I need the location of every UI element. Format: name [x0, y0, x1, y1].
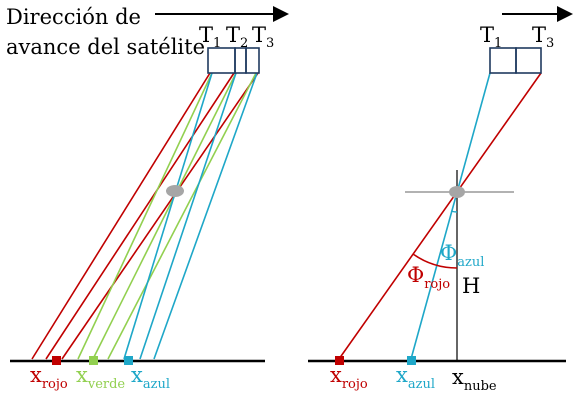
- right-red-ray: [338, 72, 542, 360]
- phi-rojo-label: Φrojo: [407, 263, 450, 292]
- phi-rojo-arc: [412, 253, 458, 269]
- title-line-1: Dirección de: [6, 5, 141, 29]
- left-cloud: [166, 185, 184, 197]
- left-blue-ray-1: [123, 72, 213, 360]
- left-detector-label-t3: T3: [252, 23, 274, 51]
- left-detector-t1: [207, 47, 236, 74]
- right-detector-label-t3: T3: [532, 23, 554, 51]
- left-green-rays: [77, 72, 257, 360]
- right-cloud: [449, 186, 465, 198]
- height-label: H: [462, 274, 480, 298]
- left-blue-ray-3: [153, 72, 258, 360]
- left-blue-rays: [123, 72, 258, 360]
- left-detector-label-t2: T2: [226, 23, 248, 51]
- right-label-x-azul: xazul: [396, 363, 435, 392]
- right-label-x-rojo: xrojo: [330, 363, 368, 392]
- left-green-ray-2: [92, 72, 237, 360]
- left-detector-array: [207, 47, 260, 74]
- left-red-ray-3: [61, 72, 259, 360]
- right-panel: T1 T3 Φazul Φrojo H xrojo xazul xnube: [308, 23, 566, 394]
- right-detector-array: [489, 47, 542, 74]
- left-red-rays: [31, 72, 259, 360]
- right-blue-ray: [410, 72, 491, 360]
- right-detector-t3: [515, 47, 542, 74]
- phi-azul-label: Φazul: [440, 241, 484, 270]
- left-label-x-verde: xverde: [76, 363, 125, 392]
- right-detector-t1: [489, 47, 517, 74]
- left-label-x-azul: xazul: [131, 363, 170, 392]
- left-detector-t2: [234, 47, 247, 74]
- right-detector-label-t1: T1: [480, 23, 502, 51]
- right-label-x-nube: xnube: [452, 365, 497, 394]
- left-marker-verde: [89, 356, 98, 365]
- left-blue-ray-2: [139, 72, 237, 360]
- left-panel: T1 T2 T3 xrojo xverde xazul: [10, 23, 274, 392]
- left-detector-t3: [245, 47, 260, 74]
- phi-azul-arc: [450, 210, 458, 213]
- left-marker-rojo: [52, 356, 61, 365]
- left-green-ray-1: [77, 72, 213, 360]
- right-marker-rojo: [335, 356, 344, 365]
- left-red-ray-2: [45, 72, 235, 360]
- left-green-ray-3: [107, 72, 257, 360]
- title-line-2: avance del satélite: [6, 35, 205, 59]
- right-marker-azul: [407, 356, 416, 365]
- left-red-ray-1: [31, 72, 211, 360]
- left-detector-label-t1: T1: [199, 23, 221, 51]
- left-marker-azul: [124, 356, 133, 365]
- left-label-x-rojo: xrojo: [30, 363, 68, 392]
